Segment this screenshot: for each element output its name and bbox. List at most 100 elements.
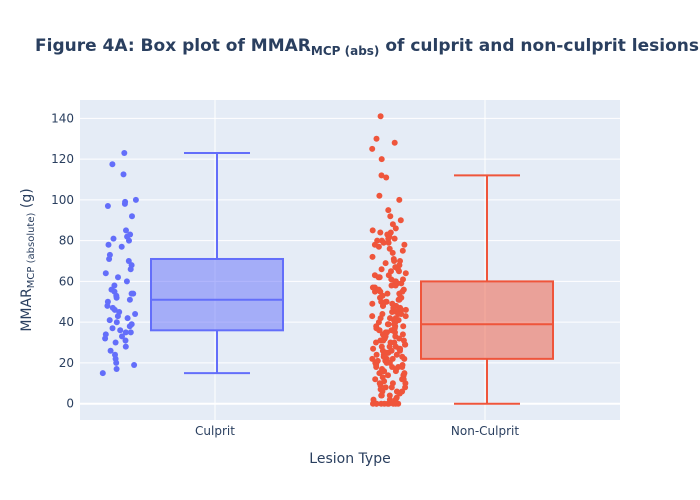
- data-point: [396, 196, 403, 203]
- data-point: [399, 364, 406, 370]
- data-point: [102, 270, 109, 277]
- data-point: [369, 300, 376, 307]
- x-tick-label: Non-Culprit: [451, 424, 519, 438]
- y-tick-label: 140: [51, 111, 74, 125]
- data-point: [402, 384, 409, 391]
- data-point: [131, 362, 138, 368]
- data-point: [370, 345, 377, 352]
- data-point: [121, 200, 128, 207]
- data-point: [373, 323, 380, 330]
- interquartile-box: [150, 257, 284, 332]
- data-point: [373, 351, 380, 358]
- box-glyphs: [150, 151, 554, 405]
- data-point: [99, 370, 106, 377]
- data-point: [124, 315, 131, 322]
- data-point: [107, 347, 114, 354]
- data-point: [386, 245, 393, 252]
- data-point: [391, 258, 398, 264]
- data-point: [373, 364, 380, 370]
- data-point: [379, 292, 386, 299]
- data-point: [377, 229, 384, 236]
- data-point: [377, 113, 384, 120]
- data-point: [400, 323, 407, 330]
- data-point: [369, 313, 376, 320]
- data-point: [112, 339, 119, 346]
- chart-title-subscript: MCP (abs): [311, 44, 380, 58]
- data-point: [390, 304, 397, 311]
- y-tick-label: 40: [59, 315, 74, 329]
- data-point: [384, 321, 391, 328]
- data-point: [401, 241, 408, 248]
- y-tick-label: 0: [66, 397, 74, 411]
- data-point: [126, 237, 132, 244]
- data-point: [399, 388, 406, 395]
- data-point: [382, 260, 389, 267]
- data-point: [400, 376, 407, 383]
- data-point: [378, 266, 385, 273]
- data-point: [384, 290, 391, 297]
- data-point: [114, 313, 121, 320]
- y-axis-title: MMARMCP (absolute) (g): [19, 188, 37, 331]
- data-point: [102, 335, 109, 342]
- data-point: [399, 247, 406, 254]
- y-tick-label: 100: [51, 193, 74, 207]
- data-point: [392, 368, 399, 375]
- data-point: [383, 174, 390, 181]
- data-point: [104, 203, 111, 209]
- data-point: [383, 298, 390, 305]
- data-point: [371, 241, 378, 248]
- data-point: [388, 268, 394, 275]
- data-point: [382, 333, 389, 340]
- data-point: [375, 286, 382, 293]
- x-tick-label: Culprit: [195, 424, 235, 438]
- data-point: [387, 213, 394, 220]
- data-point: [401, 370, 408, 377]
- data-point: [369, 284, 376, 291]
- data-point: [395, 266, 401, 273]
- data-point: [369, 253, 376, 260]
- data-point: [132, 311, 139, 317]
- box-culprit: [150, 151, 284, 375]
- data-point: [402, 270, 409, 277]
- data-point: [396, 335, 403, 342]
- data-point: [369, 227, 376, 234]
- data-point: [388, 282, 395, 289]
- data-point: [376, 274, 383, 281]
- data-point: [380, 239, 387, 246]
- data-point: [369, 145, 376, 152]
- y-axis-title-rest: (g): [19, 188, 35, 212]
- data-point: [373, 135, 380, 142]
- y-tick-labels: 0 20 40 60 80 100 120 140: [51, 111, 74, 410]
- y-tick-label: 20: [59, 356, 74, 370]
- y-tick-label: 80: [59, 234, 74, 248]
- data-point: [392, 278, 399, 285]
- data-point: [397, 347, 403, 354]
- x-tick-labels: Culprit Non-Culprit: [195, 424, 519, 438]
- data-point: [397, 217, 404, 224]
- data-point: [392, 225, 399, 232]
- data-point: [119, 333, 125, 340]
- box-non-culprit: [420, 174, 554, 405]
- data-point: [123, 227, 129, 234]
- data-point: [110, 235, 117, 242]
- data-point: [122, 343, 129, 350]
- data-point: [402, 313, 409, 320]
- data-point: [132, 196, 139, 203]
- data-point: [399, 331, 406, 338]
- data-point: [392, 315, 399, 322]
- data-point: [386, 359, 393, 366]
- data-point: [127, 329, 134, 336]
- data-point: [106, 317, 113, 324]
- data-point: [123, 278, 130, 285]
- data-point: [129, 213, 135, 220]
- data-point: [109, 325, 116, 332]
- data-point: [385, 372, 391, 379]
- data-point: [126, 323, 133, 330]
- chart-title-rest: of culprit and non-culprit lesions: [379, 36, 699, 56]
- data-point: [371, 272, 378, 279]
- data-point: [401, 355, 408, 362]
- data-point: [126, 296, 133, 303]
- data-point: [381, 353, 388, 360]
- y-tick-label: 120: [51, 152, 74, 166]
- data-point: [106, 256, 113, 262]
